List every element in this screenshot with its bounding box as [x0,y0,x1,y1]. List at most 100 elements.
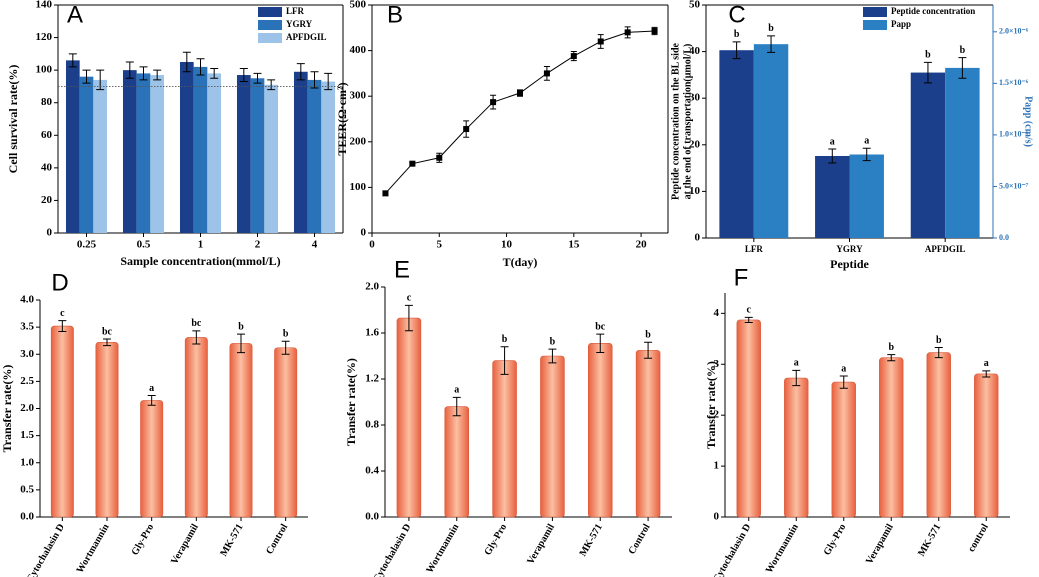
error-bar [500,346,509,375]
bar [540,355,565,518]
line [385,30,655,194]
x-tick-label: control [966,522,991,554]
x-tick-label: 10 [501,239,513,251]
x-tick-label: 20 [636,239,648,251]
legend-swatch [258,33,282,43]
bar [65,60,80,233]
y-tick-label: 120 [36,31,53,43]
y-axis-title: Transfer rate(%) [0,365,14,453]
y-tick-label: 1.5 [20,429,34,441]
bar [207,73,222,234]
y-tick-label: 0 [695,232,701,244]
y-tick-label: 10 [689,185,701,197]
significance-letter: c [407,293,412,304]
bar [849,154,884,238]
significance-letter: b [888,342,894,353]
bar [95,342,119,518]
x-tick-label: 0 [369,239,375,251]
y-tick-label: 0.8 [365,419,379,431]
error-bar [404,304,413,332]
significance-letter: a [864,136,869,147]
x-tick-label: Verapamil [864,522,896,566]
bar [264,84,279,233]
bar [236,75,251,234]
error-bar [792,369,801,387]
error-bar [239,68,248,83]
legend-label: YGRY [286,19,313,29]
x-axis-title: T(day) [503,255,538,269]
marker [624,29,631,36]
x-tick-label: Gly-Pro [130,522,157,557]
significance-letter: b [550,336,556,347]
error-bar [744,316,753,324]
x-tick-label: Verapamil [169,522,201,566]
y-axis-title: at the end of transportation(μmol/L) [682,44,693,200]
error-bar [296,63,305,81]
y-tick-label: 2 [714,409,720,421]
x-tick-label: 15 [568,239,580,251]
significance-letter: a [830,136,835,147]
marker [543,70,550,77]
error-bar [548,348,557,364]
y-tick-label: 2.0 [20,402,34,414]
y-tick-label: 200 [350,135,367,147]
legend-swatch [258,20,282,30]
error-bar [196,58,205,76]
error-bar [828,148,837,164]
y-axis-title: Peptide concentration on the BL side [670,42,681,200]
error-bar [324,72,333,91]
marker [436,154,443,161]
error-bar [644,341,653,359]
y-axis-title: Transfer rate(%) [704,361,718,449]
x-tick-label: Cytochalasin D [711,522,753,577]
significance-letter: a [149,383,154,394]
error-bar [82,69,91,84]
x-tick-label: 5 [437,239,443,251]
bar [274,347,298,518]
significance-letter: c [60,308,65,319]
x-tick-label: 0.5 [137,239,151,251]
panel-label: E [394,256,410,283]
significance-letter: b [768,23,774,34]
bar [193,66,208,233]
error-bar [452,396,461,417]
error-bar [153,69,162,81]
x-axis-title: Peptide [830,257,869,271]
bar [50,325,74,518]
y2-tick-label: 1.0×10⁻⁶ [999,130,1029,139]
bar [879,357,904,518]
y2-tick-label: 0.0 [999,233,1009,242]
bar [974,373,999,518]
error-bar [596,333,605,354]
y-tick-label: 0.0 [20,511,34,523]
y2-tick-label: 2.0×10⁻⁶ [999,27,1029,36]
y-tick-label: 0 [47,227,53,239]
y-tick-label: 20 [41,194,53,206]
y-tick-label: 40 [41,161,53,173]
y-tick-label: 1.6 [365,327,379,339]
x-tick-label: Wortmannin [424,522,461,576]
bar [79,76,94,234]
y-tick-label: 300 [350,90,367,102]
bar [93,79,108,234]
significance-letter: bc [191,318,202,329]
y-tick-label: 1.2 [365,373,379,385]
error-bar [982,370,991,378]
bar [587,343,613,518]
significance-letter: bc [102,326,113,337]
panel-label: A [67,1,83,28]
error-bar [862,147,871,162]
legend-label: Papp [891,19,911,29]
y-tick-label: 0.5 [20,483,34,495]
bar [140,400,164,518]
significance-letter: a [454,385,459,396]
y-tick-label: 30 [689,92,701,104]
bar [179,62,194,233]
y-tick-label: 80 [41,96,53,108]
bar [122,70,137,234]
bar [184,337,208,518]
y-tick-label: 4 [714,307,720,319]
y-tick-label: 0 [361,227,367,239]
bar [150,75,165,234]
